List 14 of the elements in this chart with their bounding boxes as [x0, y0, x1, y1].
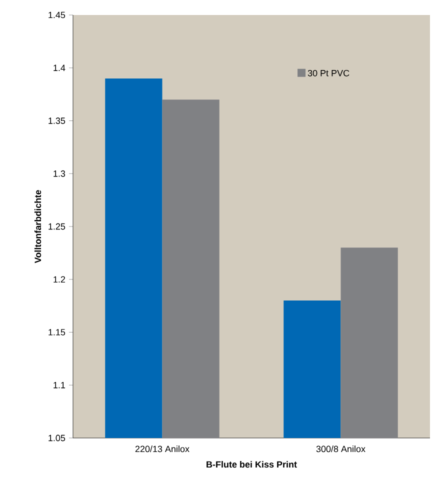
x-tick-label: 220/13 Anilox — [135, 446, 190, 452]
y-axis-title: Volltonfarbdichte — [34, 190, 42, 264]
y-tick-label: 1.1 — [54, 382, 66, 388]
y-tick-label: 1.4 — [54, 64, 66, 71]
y-tick-label: 1.25 — [48, 223, 66, 230]
y-tick-label: 1.15 — [48, 329, 66, 336]
y-tick-label: 1.3 — [54, 170, 66, 177]
x-axis-title: B-Flute bei Kiss Print — [206, 461, 297, 468]
x-tick-label: 300/8 Anilox — [316, 446, 366, 452]
y-tick-label: 1.45 — [48, 12, 66, 18]
y-tick-label: 1.05 — [48, 434, 66, 442]
y-tick-label: 1.2 — [54, 276, 66, 283]
y-tick-label: 1.35 — [48, 118, 66, 124]
legend-label: 30 Pt PVC — [308, 70, 350, 76]
